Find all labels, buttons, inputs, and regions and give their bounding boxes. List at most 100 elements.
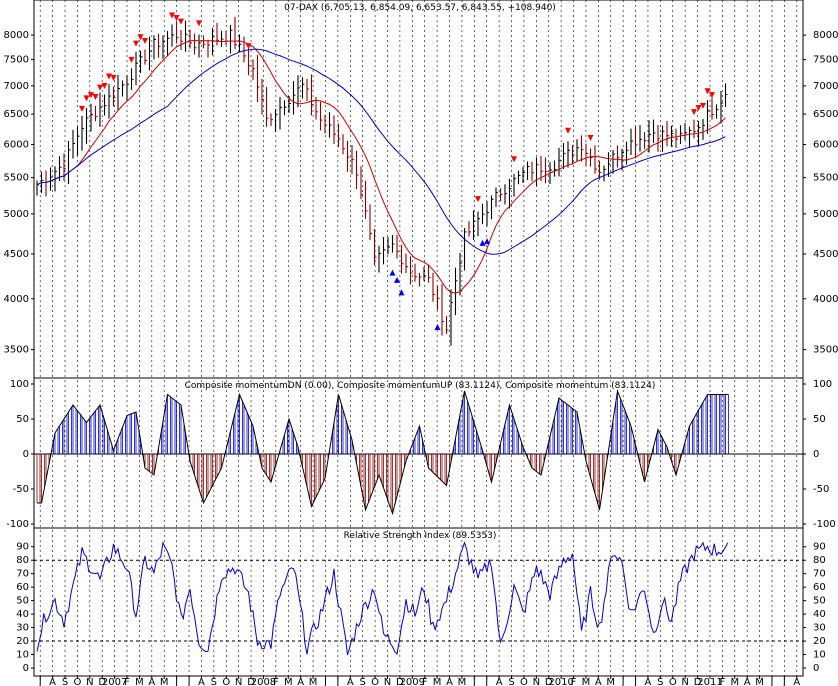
rsi-tick-label-right: 80 xyxy=(813,555,826,566)
buy-signal-arrow xyxy=(484,238,490,245)
x-axis-label: M xyxy=(606,677,615,686)
x-axis-label: J xyxy=(472,677,476,686)
price-panel-title: 07-DAX (6,705.13, 6,854.09, 6,653.57, 6,… xyxy=(284,3,556,13)
x-axis-label: A xyxy=(297,677,304,686)
x-axis-label: A xyxy=(347,677,354,686)
x-axis-label: J xyxy=(38,677,42,686)
rsi-tick-label-right: 30 xyxy=(813,623,826,634)
x-axis-label: S xyxy=(211,677,217,686)
x-axis-label: M xyxy=(160,677,169,686)
sell-signal-arrow xyxy=(475,196,481,203)
momentum-tick-label-left: -50 xyxy=(13,484,29,495)
x-axis-label: N xyxy=(384,677,391,686)
x-axis-label: A xyxy=(49,677,56,686)
x-axis-label: J xyxy=(187,677,191,686)
sell-signal-arrow xyxy=(101,83,108,90)
sell-signal-arrow xyxy=(137,34,144,41)
price-tick-label-right: 6000 xyxy=(813,140,838,151)
price-tick-label-right: 5000 xyxy=(813,209,838,220)
x-axis-label: O xyxy=(669,677,677,686)
moving-average-short xyxy=(36,39,726,294)
momentum-tick-label-right: 100 xyxy=(813,379,832,390)
x-axis-label: O xyxy=(222,677,230,686)
momentum-tick-label-left: 100 xyxy=(10,379,29,390)
x-axis-label: J xyxy=(770,677,774,686)
sell-signal-arrow xyxy=(565,127,571,134)
x-axis-label: N xyxy=(681,677,688,686)
x-axis-label: D xyxy=(396,677,404,686)
x-axis-label: S xyxy=(62,677,68,686)
sell-signal-arrow xyxy=(92,94,99,101)
x-axis-label: S xyxy=(508,677,514,686)
x-axis-label: M xyxy=(458,677,467,686)
x-axis-label: A xyxy=(744,677,751,686)
price-tick-label-left: 7000 xyxy=(4,81,29,92)
x-axis-label: A xyxy=(793,677,800,686)
price-tick-label-right: 7500 xyxy=(813,55,838,66)
x-axis-label: M xyxy=(433,677,442,686)
sell-signal-arrow xyxy=(88,92,94,99)
x-axis-label: F xyxy=(719,677,725,686)
x-axis-label: A xyxy=(148,677,155,686)
momentum-tick-label-right: -100 xyxy=(813,519,836,530)
price-tick-label-right: 5500 xyxy=(813,173,838,184)
x-axis-label: N xyxy=(86,677,93,686)
price-tick-label-left: 5000 xyxy=(4,209,29,220)
rsi-tick-label-right: 10 xyxy=(813,650,826,661)
price-tick-label-left: 5500 xyxy=(4,173,29,184)
x-axis-label: F xyxy=(571,677,577,686)
price-tick-label-left: 8000 xyxy=(4,30,29,41)
buy-signal-arrow xyxy=(434,324,441,331)
rsi-tick-label-left: 90 xyxy=(16,542,29,553)
rsi-tick-label-left: 60 xyxy=(16,582,29,593)
price-tick-label-right: 4500 xyxy=(813,249,838,260)
x-axis-label: A xyxy=(496,677,503,686)
x-axis-label: M xyxy=(309,677,318,686)
sell-signal-arrow xyxy=(106,73,112,80)
rsi-tick-label-right: 20 xyxy=(813,636,826,647)
x-axis-label: A xyxy=(645,677,652,686)
rsi-tick-label-left: 20 xyxy=(16,636,29,647)
x-axis-label: J xyxy=(633,677,637,686)
price-tick-label-left: 4000 xyxy=(4,294,29,305)
x-axis-label: 2011 xyxy=(697,677,722,686)
sell-signal-arrow xyxy=(587,134,594,141)
x-axis-label: J xyxy=(323,677,327,686)
x-axis-label: A xyxy=(446,677,453,686)
buy-signal-arrow xyxy=(479,239,486,246)
rsi-tick-label-left: 30 xyxy=(16,623,29,634)
sell-signal-arrow xyxy=(245,43,252,50)
rsi-tick-label-right: 50 xyxy=(813,596,826,607)
x-axis-label: J xyxy=(782,677,786,686)
x-axis-label: S xyxy=(657,677,663,686)
momentum-tick-label-left: -100 xyxy=(6,519,29,530)
x-axis-label: A xyxy=(595,677,602,686)
rsi-axis: 90 90 80 80 70 70 60 60 50 50 40 40 30 30 20 20 10 10 0 0 xyxy=(16,542,825,674)
momentum-tick-label-left: 50 xyxy=(16,414,29,425)
rsi-tick-label-right: 90 xyxy=(813,542,826,553)
rsi-tick-label-left: 10 xyxy=(16,650,29,661)
sell-signal-arrow xyxy=(97,84,103,91)
x-axis-label: F xyxy=(273,677,279,686)
signal-arrows xyxy=(79,12,715,331)
x-axis-label: M xyxy=(135,677,144,686)
x-axis-label: F xyxy=(422,677,428,686)
sell-signal-arrow xyxy=(83,95,90,102)
sell-signal-arrow xyxy=(511,156,517,163)
rsi-line-path xyxy=(36,540,729,656)
momentum-histogram xyxy=(36,389,729,516)
momentum-panel-title: Composite momentumDN (0.00), Composite m… xyxy=(185,381,656,391)
x-axis-label: O xyxy=(520,677,528,686)
price-tick-label-left: 3500 xyxy=(4,345,29,356)
x-axis-label: 2007 xyxy=(102,677,127,686)
price-axis: 3500 3500 4000 4000 4500 4500 5000 5000 5500 5500… xyxy=(4,30,838,356)
x-axis-label: J xyxy=(174,677,178,686)
sell-signal-arrow xyxy=(133,40,139,47)
x-axis-label: M xyxy=(730,677,739,686)
rsi-tick-label-right: 70 xyxy=(813,569,826,580)
rsi-panel-title: Relative Strength Index (89.5353) xyxy=(344,531,497,541)
sell-signal-arrow xyxy=(196,20,202,27)
sell-signal-arrow xyxy=(173,15,180,22)
x-axis-label: D xyxy=(98,677,106,686)
